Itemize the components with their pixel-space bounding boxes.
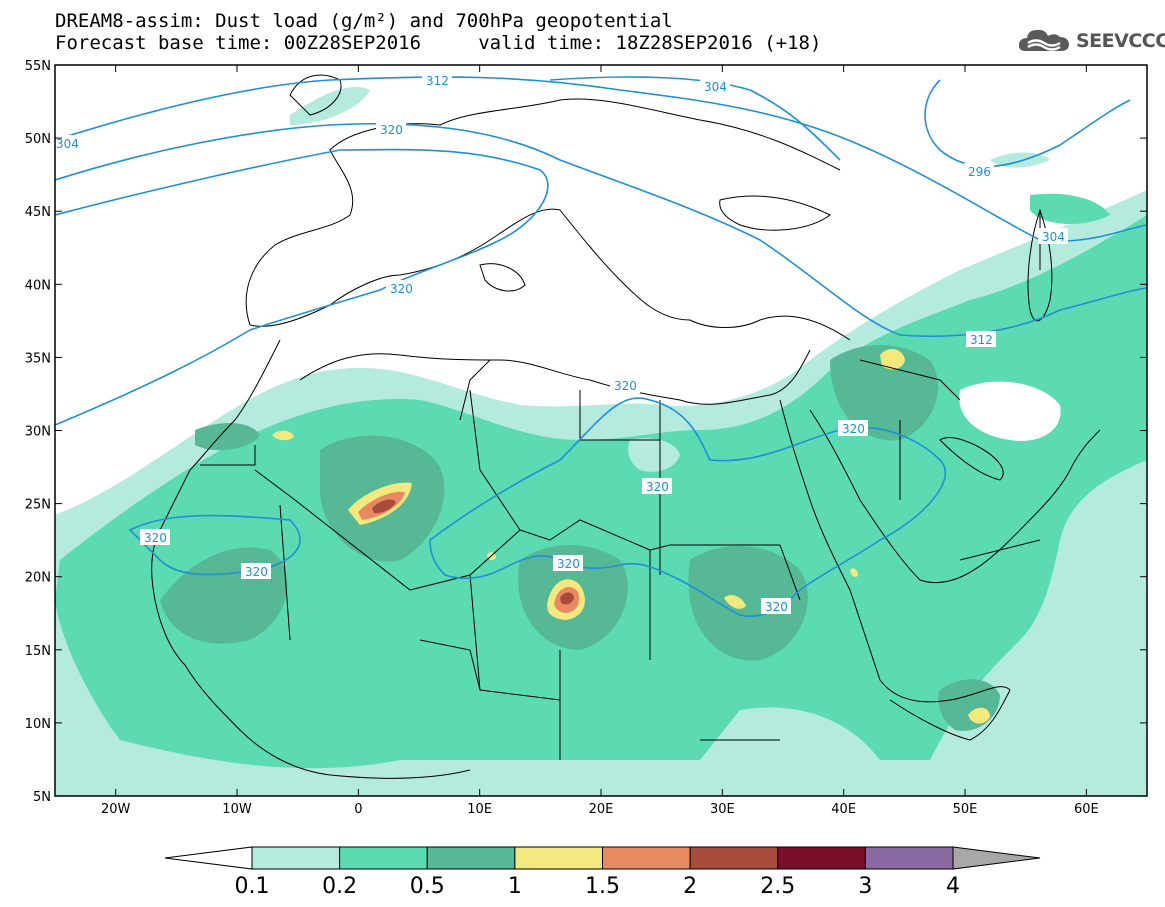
isoline-label: 304 [1038,228,1068,244]
lat-label: 40N [25,278,51,293]
lon-label: 0 [354,802,362,817]
lat-label: 35N [25,351,51,366]
svg-text:312: 312 [426,74,449,88]
lon-label: 40E [831,802,856,817]
colorbar-swatch [602,846,691,870]
svg-text:304: 304 [1042,230,1065,244]
colorbar-label: 4 [946,874,960,899]
colorbar-swatch [251,846,341,870]
map-title: DREAM8-assim: Dust load (g/m²) and 700hP… [55,10,673,32]
colorbar-swatch [339,846,428,870]
logo-text: SEEVCCC [1076,30,1165,52]
svg-text:320: 320 [144,531,167,545]
isoline-label: 320 [642,478,672,494]
lon-label: 20W [101,802,131,817]
svg-text:304: 304 [56,137,79,151]
lon-label: 30E [710,802,735,817]
colorbar: 0.1 0.2 0.5 1 1.5 2 2.5 3 4 [164,846,1041,899]
lon-label: 10E [467,802,492,817]
isoline-label: 296 [964,163,994,179]
colorbar-label: 2.5 [760,874,795,899]
lat-label: 20N [25,571,51,586]
lon-label: 60E [1074,802,1099,817]
cloud-logo-icon [1018,29,1069,51]
lat-label: 5N [33,790,51,805]
svg-text:320: 320 [245,565,268,579]
geopotential-isolines [55,76,1147,617]
colorbar-label: 2 [683,874,697,899]
longitude-axis: 20W 10W 0 10E 20E 30E 40E 50E 60E [101,65,1099,817]
lat-label: 15N [25,644,51,659]
isoline-label: 304 [700,78,730,94]
svg-text:304: 304 [704,80,727,94]
svg-text:320: 320 [557,557,580,571]
lat-label: 30N [25,425,51,440]
colorbar-swatch [777,846,866,870]
svg-text:312: 312 [970,333,993,347]
isoline-label: 312 [422,72,452,88]
lat-label: 10N [25,717,51,732]
latitude-axis: 55N 50N 45N 40N 35N 30N 25N 20N 15N 10N 5N [25,59,1147,805]
isoline-label: 304 [55,135,81,151]
seevccc-logo: SEEVCCC [1018,26,1165,56]
lat-label: 50N [25,132,51,147]
svg-text:320: 320 [390,282,413,296]
isoline-label: 320 [376,121,406,137]
isoline-label: 320 [553,555,583,571]
lon-label: 20E [589,802,614,817]
isoline-label: 320 [761,598,791,614]
isoline-labels: 312 304 320 320 304 296 304 320 312 320 … [55,72,1068,614]
lat-label: 55N [25,59,51,74]
isoline-label: 320 [386,280,416,296]
svg-text:296: 296 [968,165,991,179]
svg-text:320: 320 [380,123,403,137]
colorbar-label: 3 [858,874,872,899]
colorbar-swatch [514,846,603,870]
svg-text:320: 320 [842,422,865,436]
isoline-label: 320 [838,420,868,436]
colorbar-low-arrow [164,846,253,870]
isoline-label: 312 [966,331,996,347]
colorbar-swatch [426,846,516,870]
lon-label: 50E [953,802,978,817]
isoline-label: 320 [140,529,170,545]
dust-field [55,86,1147,796]
colorbar-label: 1 [508,874,522,899]
isoline-label: 320 [241,563,271,579]
svg-text:320: 320 [614,379,637,393]
colorbar-label: 1.5 [585,874,620,899]
lat-label: 45N [25,205,51,220]
colorbar-swatch [864,846,954,870]
colorbar-high-arrow [952,846,1041,870]
isoline-label: 320 [610,377,640,393]
svg-text:320: 320 [646,480,669,494]
lon-label: 10W [222,802,252,817]
forecast-times: Forecast base time: 00Z28SEP2016 valid t… [55,32,822,54]
colorbar-label: 0.5 [410,874,445,899]
colorbar-swatch [689,846,779,870]
lat-label: 25N [25,498,51,513]
colorbar-label: 0.2 [322,874,357,899]
colorbar-label: 0.1 [235,874,270,899]
svg-text:320: 320 [765,600,788,614]
